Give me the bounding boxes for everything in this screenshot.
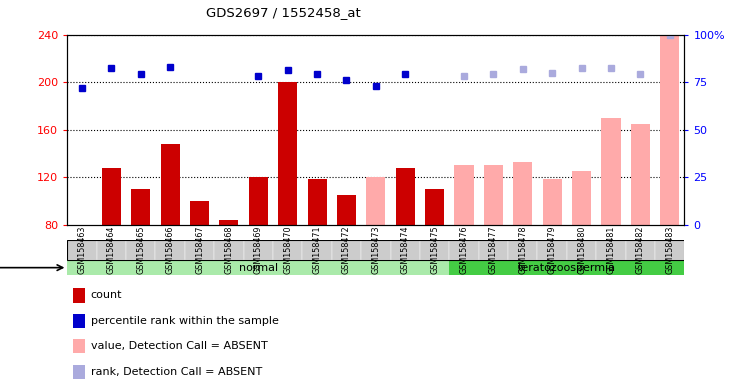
Bar <box>249 177 268 225</box>
Bar <box>567 240 596 260</box>
Bar <box>73 314 85 328</box>
FancyBboxPatch shape <box>450 261 684 275</box>
Bar <box>479 240 508 260</box>
Text: GSM158464: GSM158464 <box>107 226 116 274</box>
Bar <box>219 220 239 225</box>
Bar <box>631 124 650 225</box>
Text: GSM158468: GSM158468 <box>224 226 233 274</box>
Bar <box>102 168 121 225</box>
Bar <box>361 240 390 260</box>
Bar <box>367 177 385 225</box>
Bar <box>601 118 621 225</box>
Text: GSM158482: GSM158482 <box>636 226 645 274</box>
Bar <box>67 240 684 260</box>
Text: GSM158483: GSM158483 <box>665 226 674 274</box>
Bar <box>73 288 85 303</box>
Text: GSM158478: GSM158478 <box>518 226 527 274</box>
Bar <box>302 240 332 260</box>
Text: count: count <box>91 290 122 300</box>
FancyBboxPatch shape <box>67 261 450 275</box>
Bar <box>185 240 214 260</box>
Text: GSM158467: GSM158467 <box>195 226 204 274</box>
Text: GSM158470: GSM158470 <box>283 226 292 274</box>
Bar <box>96 240 126 260</box>
Bar <box>450 240 479 260</box>
Text: GSM158480: GSM158480 <box>577 226 586 274</box>
Bar <box>396 168 415 225</box>
Bar <box>337 195 356 225</box>
Bar <box>420 240 450 260</box>
Bar <box>244 240 273 260</box>
Bar <box>73 225 91 227</box>
Text: GSM158473: GSM158473 <box>371 226 381 274</box>
Bar <box>332 240 361 260</box>
Text: GSM158479: GSM158479 <box>548 226 557 274</box>
Bar <box>161 144 180 225</box>
Text: teratozoospermia: teratozoospermia <box>518 263 616 273</box>
Text: GSM158474: GSM158474 <box>401 226 410 274</box>
Bar <box>425 189 444 225</box>
Bar <box>307 179 327 225</box>
Text: GSM158472: GSM158472 <box>342 226 351 274</box>
Text: value, Detection Call = ABSENT: value, Detection Call = ABSENT <box>91 341 268 351</box>
Text: GSM158475: GSM158475 <box>430 226 439 274</box>
Bar <box>625 240 655 260</box>
Bar <box>126 240 156 260</box>
Bar <box>214 240 244 260</box>
Text: GSM158463: GSM158463 <box>78 226 87 274</box>
Bar <box>67 240 96 260</box>
Text: GSM158466: GSM158466 <box>165 226 175 274</box>
Bar <box>542 179 562 225</box>
Bar <box>508 240 538 260</box>
Text: GSM158477: GSM158477 <box>489 226 498 274</box>
Text: GSM158476: GSM158476 <box>459 226 468 274</box>
Text: GSM158471: GSM158471 <box>313 226 322 274</box>
Bar <box>484 165 503 225</box>
Text: GSM158465: GSM158465 <box>136 226 145 274</box>
Text: GSM158469: GSM158469 <box>254 226 263 274</box>
Bar <box>156 240 185 260</box>
Bar <box>273 240 302 260</box>
Bar <box>572 171 591 225</box>
Text: GSM158481: GSM158481 <box>607 226 616 274</box>
Bar <box>131 189 150 225</box>
Text: GDS2697 / 1552458_at: GDS2697 / 1552458_at <box>206 6 361 19</box>
Bar <box>596 240 625 260</box>
Bar <box>660 35 679 225</box>
Bar <box>190 201 209 225</box>
Bar <box>73 339 85 353</box>
Bar <box>455 165 473 225</box>
Bar <box>513 162 533 225</box>
Bar <box>73 365 85 379</box>
Text: percentile rank within the sample: percentile rank within the sample <box>91 316 279 326</box>
Bar <box>278 82 297 225</box>
Bar <box>390 240 420 260</box>
Bar <box>655 240 684 260</box>
Text: rank, Detection Call = ABSENT: rank, Detection Call = ABSENT <box>91 367 262 377</box>
Text: normal: normal <box>239 263 278 273</box>
Bar <box>538 240 567 260</box>
